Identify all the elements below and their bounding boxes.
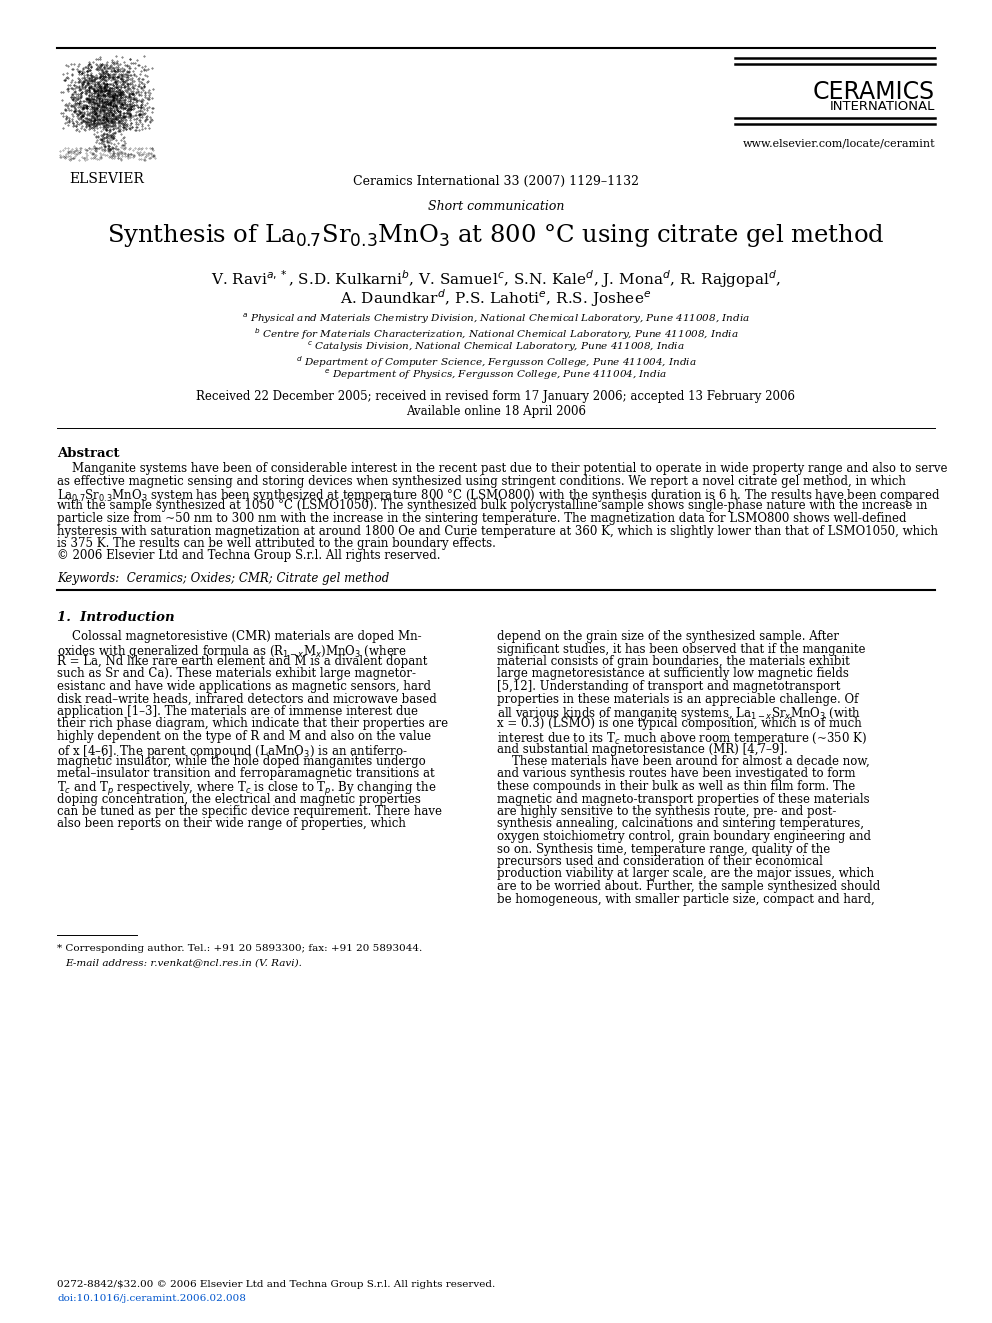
Text: 1.  Introduction: 1. Introduction [57,611,175,624]
Text: Short communication: Short communication [428,200,564,213]
Text: significant studies, it has been observed that if the manganite: significant studies, it has been observe… [497,643,865,655]
Text: large magnetoresistance at sufficiently low magnetic fields: large magnetoresistance at sufficiently … [497,668,849,680]
Text: $^a$ Physical and Materials Chemistry Division, National Chemical Laboratory, Pu: $^a$ Physical and Materials Chemistry Di… [242,312,750,327]
Text: © 2006 Elsevier Ltd and Techna Group S.r.l. All rights reserved.: © 2006 Elsevier Ltd and Techna Group S.r… [57,549,440,562]
Text: as effective magnetic sensing and storing devices when synthesized using stringe: as effective magnetic sensing and storin… [57,475,906,487]
Text: Received 22 December 2005; received in revised form 17 January 2006; accepted 13: Received 22 December 2005; received in r… [196,390,796,404]
Text: E-mail address: r.venkat@ncl.res.in (V. Ravi).: E-mail address: r.venkat@ncl.res.in (V. … [65,958,302,967]
Text: material consists of grain boundaries, the materials exhibit: material consists of grain boundaries, t… [497,655,850,668]
Text: also been reports on their wide range of properties, which: also been reports on their wide range of… [57,818,406,831]
Text: properties in these materials is an appreciable challenge. Of: properties in these materials is an appr… [497,692,858,705]
Text: T$_c$ and T$_p$ respectively, where T$_c$ is close to T$_p$. By changing the: T$_c$ and T$_p$ respectively, where T$_c… [57,781,436,798]
Text: magnetic and magneto-transport properties of these materials: magnetic and magneto-transport propertie… [497,792,870,806]
Text: Ceramics International 33 (2007) 1129–1132: Ceramics International 33 (2007) 1129–11… [353,175,639,188]
Text: esistanc and have wide applications as magnetic sensors, hard: esistanc and have wide applications as m… [57,680,431,693]
Text: particle size from ~50 nm to 300 nm with the increase in the sintering temperatu: particle size from ~50 nm to 300 nm with… [57,512,907,525]
Text: application [1–3]. The materials are of immense interest due: application [1–3]. The materials are of … [57,705,418,718]
Text: x = 0.3) (LSMO) is one typical composition, which is of much: x = 0.3) (LSMO) is one typical compositi… [497,717,862,730]
Text: metal–insulator transition and ferroparamagnetic transitions at: metal–insulator transition and ferropara… [57,767,434,781]
Text: La$_{0.7}$Sr$_{0.3}$MnO$_3$ system has been synthesized at temperature 800 °C (L: La$_{0.7}$Sr$_{0.3}$MnO$_3$ system has b… [57,487,940,504]
Text: [5,12]. Understanding of transport and magnetotransport: [5,12]. Understanding of transport and m… [497,680,840,693]
Text: oxygen stoichiometry control, grain boundary engineering and: oxygen stoichiometry control, grain boun… [497,830,871,843]
Text: oxides with generalized formula as (R$_{1-x}$M$_x$)MnO$_3$ (where: oxides with generalized formula as (R$_{… [57,643,407,659]
Text: $^b$ Centre for Materials Characterization, National Chemical Laboratory, Pune 4: $^b$ Centre for Materials Characterizati… [254,325,738,341]
Text: such as Sr and Ca). These materials exhibit large magnetor-: such as Sr and Ca). These materials exhi… [57,668,416,680]
Text: are to be worried about. Further, the sample synthesized should: are to be worried about. Further, the sa… [497,880,880,893]
Text: highly dependent on the type of R and M and also on the value: highly dependent on the type of R and M … [57,730,432,744]
Text: all various kinds of manganite systems, La$_{1-x}$Sr$_x$MnO$_3$ (with: all various kinds of manganite systems, … [497,705,861,722]
Text: doping concentration, the electrical and magnetic properties: doping concentration, the electrical and… [57,792,421,806]
Text: doi:10.1016/j.ceramint.2006.02.008: doi:10.1016/j.ceramint.2006.02.008 [57,1294,246,1303]
Text: these compounds in their bulk as well as thin film form. The: these compounds in their bulk as well as… [497,781,855,792]
Text: precursors used and consideration of their economical: precursors used and consideration of the… [497,855,823,868]
Text: V. Ravi$^{a,*}$, S.D. Kulkarni$^b$, V. Samuel$^c$, S.N. Kale$^d$, J. Mona$^d$, R: V. Ravi$^{a,*}$, S.D. Kulkarni$^b$, V. S… [211,269,781,290]
Text: Synthesis of La$_{0.7}$Sr$_{0.3}$MnO$_3$ at 800 °C using citrate gel method: Synthesis of La$_{0.7}$Sr$_{0.3}$MnO$_3$… [107,222,885,249]
Text: CERAMICS: CERAMICS [812,79,935,105]
Text: interest due to its T$_c$ much above room temperature (~350 K): interest due to its T$_c$ much above roo… [497,730,867,747]
Text: and substantial magnetoresistance (MR) [4,7–9].: and substantial magnetoresistance (MR) [… [497,742,788,755]
Text: * Corresponding author. Tel.: +91 20 5893300; fax: +91 20 5893044.: * Corresponding author. Tel.: +91 20 589… [57,945,423,953]
Text: are highly sensitive to the synthesis route, pre- and post-: are highly sensitive to the synthesis ro… [497,804,836,818]
Text: www.elsevier.com/locate/ceramint: www.elsevier.com/locate/ceramint [742,138,935,148]
Text: ELSEVIER: ELSEVIER [69,172,145,187]
Text: $^d$ Department of Computer Science, Fergusson College, Pune 411004, India: $^d$ Department of Computer Science, Fer… [296,355,696,370]
Text: $^c$ Catalysis Division, National Chemical Laboratory, Pune 411008, India: $^c$ Catalysis Division, National Chemic… [308,340,684,355]
Text: R = La, Nd like rare earth element and M is a divalent dopant: R = La, Nd like rare earth element and M… [57,655,428,668]
Text: A. Daundkar$^d$, P.S. Lahoti$^e$, R.S. Joshee$^e$: A. Daundkar$^d$, P.S. Lahoti$^e$, R.S. J… [340,287,652,308]
Text: with the sample synthesized at 1050 °C (LSMO1050). The synthesized bulk polycrys: with the sample synthesized at 1050 °C (… [57,500,928,512]
Text: their rich phase diagram, which indicate that their properties are: their rich phase diagram, which indicate… [57,717,448,730]
Text: is 375 K. The results can be well attributed to the grain boundary effects.: is 375 K. The results can be well attrib… [57,537,496,550]
Text: be homogeneous, with smaller particle size, compact and hard,: be homogeneous, with smaller particle si… [497,893,875,905]
Text: Manganite systems have been of considerable interest in the recent past due to t: Manganite systems have been of considera… [57,462,947,475]
Text: production viability at larger scale, are the major issues, which: production viability at larger scale, ar… [497,868,874,881]
Text: hysteresis with saturation magnetization at around 1800 Oe and Curie temperature: hysteresis with saturation magnetization… [57,524,938,537]
Text: magnetic insulator, while the hole doped manganites undergo: magnetic insulator, while the hole doped… [57,755,426,767]
Text: INTERNATIONAL: INTERNATIONAL [829,101,935,112]
Text: 0272-8842/$32.00 © 2006 Elsevier Ltd and Techna Group S.r.l. All rights reserved: 0272-8842/$32.00 © 2006 Elsevier Ltd and… [57,1279,495,1289]
Text: synthesis annealing, calcinations and sintering temperatures,: synthesis annealing, calcinations and si… [497,818,864,831]
Text: Colossal magnetoresistive (CMR) materials are doped Mn-: Colossal magnetoresistive (CMR) material… [57,630,422,643]
Text: Available online 18 April 2006: Available online 18 April 2006 [406,405,586,418]
Text: depend on the grain size of the synthesized sample. After: depend on the grain size of the synthesi… [497,630,839,643]
Text: can be tuned as per the specific device requirement. There have: can be tuned as per the specific device … [57,804,442,818]
Text: $^e$ Department of Physics, Fergusson College, Pune 411004, India: $^e$ Department of Physics, Fergusson Co… [324,368,668,382]
Text: These materials have been around for almost a decade now,: These materials have been around for alm… [497,755,870,767]
Text: Abstract: Abstract [57,447,119,460]
Text: disk read–write heads, infrared detectors and microwave based: disk read–write heads, infrared detector… [57,692,436,705]
Text: and various synthesis routes have been investigated to form: and various synthesis routes have been i… [497,767,855,781]
Text: so on. Synthesis time, temperature range, quality of the: so on. Synthesis time, temperature range… [497,843,830,856]
Text: Keywords:  Ceramics; Oxides; CMR; Citrate gel method: Keywords: Ceramics; Oxides; CMR; Citrate… [57,572,389,585]
Text: of x [4–6]. The parent compound (LaMnO$_3$) is an antiferro-: of x [4–6]. The parent compound (LaMnO$_… [57,742,408,759]
